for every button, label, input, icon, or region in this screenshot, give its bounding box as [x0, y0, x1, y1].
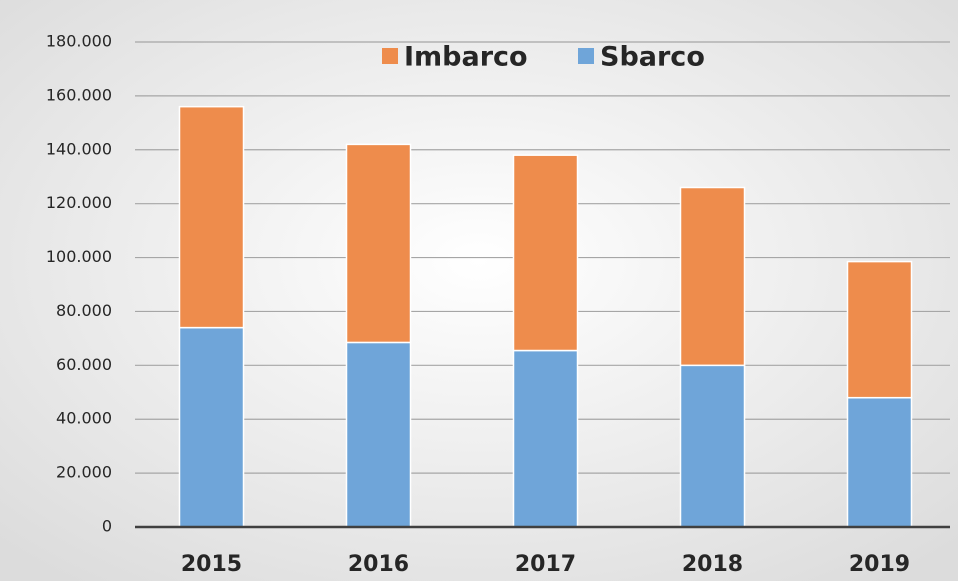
y-tick-label: 20.000 [56, 463, 112, 482]
bar-segment [178, 105, 245, 329]
bar-segment [345, 143, 412, 344]
bar-segment [345, 341, 412, 528]
y-tick-label: 80.000 [56, 301, 112, 320]
legend-label: Sbarco [600, 42, 705, 73]
bar-segment [846, 260, 913, 399]
bar-segment [679, 186, 746, 367]
x-tick-label: 2015 [181, 552, 242, 577]
bar-segment [679, 364, 746, 528]
y-tick-label: 120.000 [46, 193, 112, 212]
y-tick-label: 140.000 [46, 139, 112, 158]
y-tick-label: 160.000 [46, 85, 112, 104]
y-tick-label: 180.000 [46, 32, 112, 51]
y-tick-label: 100.000 [46, 247, 112, 266]
bar-segment [178, 326, 245, 528]
bar-segment [846, 396, 913, 528]
x-tick-label: 2019 [849, 552, 910, 577]
x-tick-label: 2016 [348, 552, 409, 577]
bar-segment [512, 349, 579, 528]
y-tick-label: 40.000 [56, 409, 112, 428]
x-tick-label: 2018 [682, 552, 743, 577]
legend-label: Imbarco [404, 42, 528, 73]
legend-swatch [382, 48, 398, 64]
y-tick-label: 60.000 [56, 355, 112, 374]
legend-swatch [578, 48, 594, 64]
x-tick-label: 2017 [515, 552, 576, 577]
bar-segment [512, 154, 579, 352]
y-tick-label: 0 [102, 517, 112, 536]
